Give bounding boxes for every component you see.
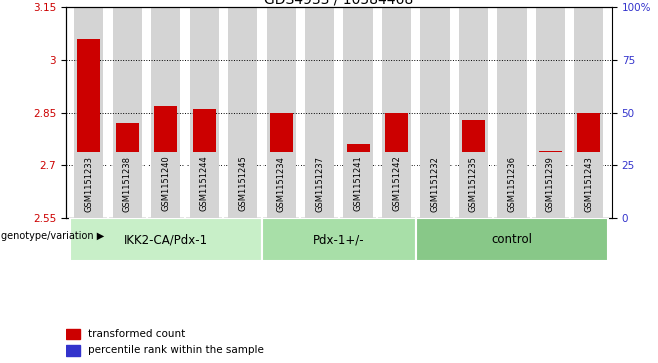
Bar bbox=[536, 152, 565, 218]
Bar bbox=[500, 158, 524, 218]
Title: GDS4933 / 10584468: GDS4933 / 10584468 bbox=[265, 0, 413, 6]
Bar bbox=[231, 213, 254, 218]
Text: GSM1151239: GSM1151239 bbox=[546, 156, 555, 212]
Bar bbox=[70, 218, 262, 261]
Bar bbox=[459, 152, 488, 218]
Bar bbox=[190, 152, 219, 218]
Bar bbox=[347, 144, 370, 218]
Text: GSM1151235: GSM1151235 bbox=[469, 156, 478, 212]
Bar bbox=[420, 152, 449, 218]
Bar bbox=[266, 7, 296, 218]
Bar bbox=[74, 152, 103, 218]
Bar bbox=[154, 106, 178, 218]
Text: IKK2-CA/Pdx-1: IKK2-CA/Pdx-1 bbox=[124, 233, 208, 246]
Bar bbox=[228, 7, 257, 218]
Text: Pdx-1+/-: Pdx-1+/- bbox=[313, 233, 365, 246]
Bar bbox=[270, 212, 293, 218]
Bar bbox=[497, 152, 526, 218]
Bar bbox=[262, 218, 416, 261]
Bar bbox=[74, 7, 103, 218]
Bar bbox=[113, 7, 142, 218]
Bar bbox=[385, 113, 408, 218]
Text: GSM1151233: GSM1151233 bbox=[84, 156, 93, 212]
Bar bbox=[228, 152, 257, 218]
Text: genotype/variation ▶: genotype/variation ▶ bbox=[1, 231, 104, 241]
Bar bbox=[416, 218, 608, 261]
Bar bbox=[66, 345, 80, 356]
Bar bbox=[539, 151, 562, 218]
Text: GSM1151234: GSM1151234 bbox=[276, 156, 286, 212]
Bar bbox=[500, 213, 524, 218]
Bar bbox=[497, 7, 526, 218]
Bar bbox=[385, 212, 408, 218]
Bar bbox=[382, 7, 411, 218]
Bar bbox=[116, 123, 139, 218]
Text: GSM1151237: GSM1151237 bbox=[315, 156, 324, 212]
Bar bbox=[308, 213, 331, 218]
Bar bbox=[154, 212, 178, 218]
Text: GSM1151242: GSM1151242 bbox=[392, 156, 401, 212]
Bar bbox=[266, 152, 296, 218]
Bar bbox=[305, 152, 334, 218]
Bar bbox=[424, 213, 447, 218]
Text: GSM1151241: GSM1151241 bbox=[353, 156, 363, 212]
Bar bbox=[193, 109, 216, 218]
Text: GSM1151240: GSM1151240 bbox=[161, 156, 170, 212]
Bar bbox=[78, 212, 101, 218]
Bar bbox=[151, 7, 180, 218]
Bar bbox=[577, 113, 600, 218]
Bar bbox=[539, 212, 562, 218]
Bar bbox=[462, 212, 485, 218]
Bar bbox=[420, 7, 449, 218]
Bar bbox=[574, 152, 603, 218]
Bar bbox=[343, 152, 372, 218]
Bar bbox=[151, 152, 180, 218]
Bar bbox=[574, 7, 603, 218]
Bar bbox=[382, 152, 411, 218]
Text: GSM1151238: GSM1151238 bbox=[123, 156, 132, 212]
Text: transformed count: transformed count bbox=[88, 329, 185, 339]
Bar bbox=[308, 158, 331, 218]
Bar bbox=[78, 39, 101, 218]
Bar bbox=[113, 152, 142, 218]
Text: percentile rank within the sample: percentile rank within the sample bbox=[88, 345, 263, 355]
Bar bbox=[305, 7, 334, 218]
Bar bbox=[424, 169, 447, 218]
Bar bbox=[462, 119, 485, 218]
Text: GSM1151236: GSM1151236 bbox=[507, 156, 517, 212]
Bar bbox=[343, 7, 372, 218]
Bar bbox=[66, 329, 80, 339]
Bar bbox=[190, 7, 219, 218]
Bar bbox=[347, 213, 370, 218]
Text: GSM1151245: GSM1151245 bbox=[238, 156, 247, 212]
Bar bbox=[116, 213, 139, 218]
Text: GSM1151244: GSM1151244 bbox=[200, 156, 209, 212]
Bar bbox=[193, 212, 216, 218]
Bar bbox=[270, 113, 293, 218]
Text: GSM1151243: GSM1151243 bbox=[584, 156, 594, 212]
Text: GSM1151232: GSM1151232 bbox=[430, 156, 440, 212]
Bar bbox=[577, 212, 600, 218]
Text: control: control bbox=[492, 233, 532, 246]
Bar bbox=[231, 207, 254, 218]
Bar bbox=[536, 7, 565, 218]
Bar bbox=[459, 7, 488, 218]
